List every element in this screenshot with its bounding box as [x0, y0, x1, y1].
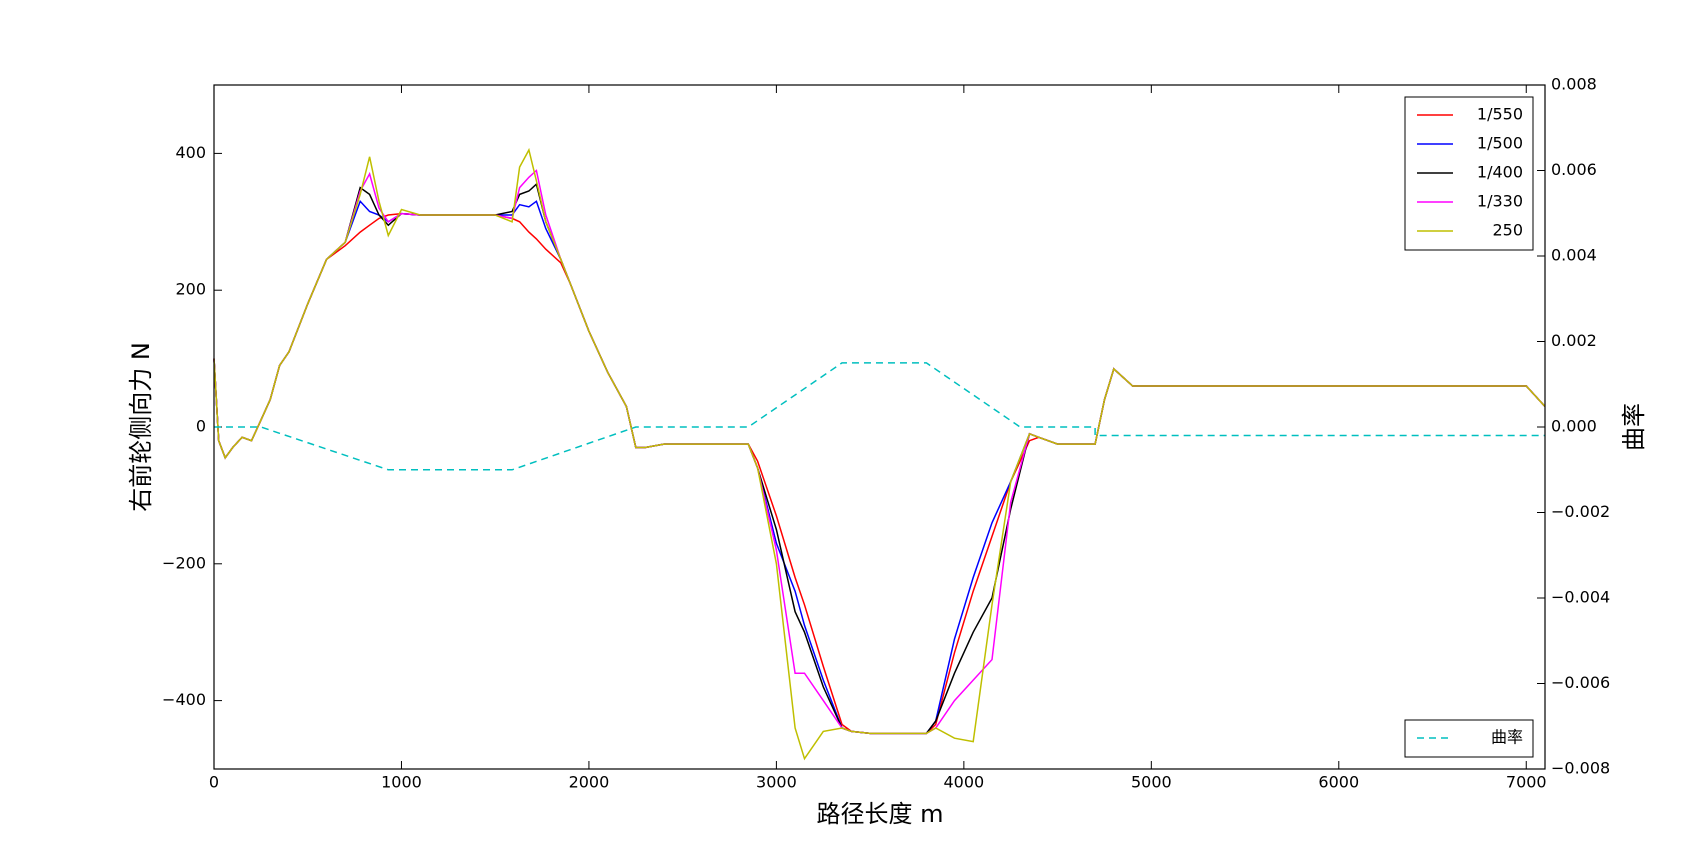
x-tick-label: 5000	[1131, 773, 1172, 792]
series-line	[213, 169, 1546, 735]
y-tick-label: 400	[175, 143, 206, 162]
y-tick-label: 200	[175, 280, 206, 299]
legend-label: 1/500	[1477, 134, 1523, 153]
y2-tick-label: −0.006	[1551, 673, 1610, 692]
legend-box	[1404, 719, 1534, 758]
x-tick-label: 7000	[1506, 773, 1547, 792]
y-axis-label: 右前轮侧向力 N	[127, 342, 155, 512]
x-tick-label: 6000	[1318, 773, 1359, 792]
y2-tick-label: 0.006	[1551, 160, 1597, 179]
y2-tick-label: 0.002	[1551, 331, 1597, 350]
y-tick-label: 0	[196, 417, 206, 436]
y-tick-label: −400	[162, 690, 206, 709]
plot-frame	[213, 84, 1546, 770]
series-line	[213, 182, 1546, 735]
legend-label: 1/550	[1477, 105, 1523, 124]
x-tick-label: 4000	[943, 773, 984, 792]
legend-label: 1/330	[1477, 192, 1523, 211]
y2-tick-label: 0.008	[1551, 75, 1597, 94]
legend-label: 1/400	[1477, 163, 1523, 182]
y2-tick-label: 0.004	[1551, 246, 1597, 265]
legend-label: 250	[1492, 221, 1523, 240]
legend-label: 曲率	[1491, 728, 1523, 747]
series-line	[213, 212, 1546, 735]
x-tick-label: 2000	[569, 773, 610, 792]
y2-tick-label: −0.004	[1551, 588, 1610, 607]
series-line	[213, 147, 1546, 761]
x-tick-label: 3000	[756, 773, 797, 792]
x-tick-label: 1000	[381, 773, 422, 792]
y2-tick-label: −0.008	[1551, 759, 1610, 778]
y2-tick-label: −0.002	[1551, 502, 1610, 521]
y-tick-label: −200	[162, 553, 206, 572]
x-tick-label: 0	[209, 773, 219, 792]
y2-axis-label: 曲率	[1620, 403, 1648, 451]
y2-tick-label: 0.000	[1551, 417, 1597, 436]
series-line	[214, 362, 1545, 471]
series-line	[213, 199, 1546, 735]
x-axis-label: 路径长度 m	[816, 800, 943, 828]
